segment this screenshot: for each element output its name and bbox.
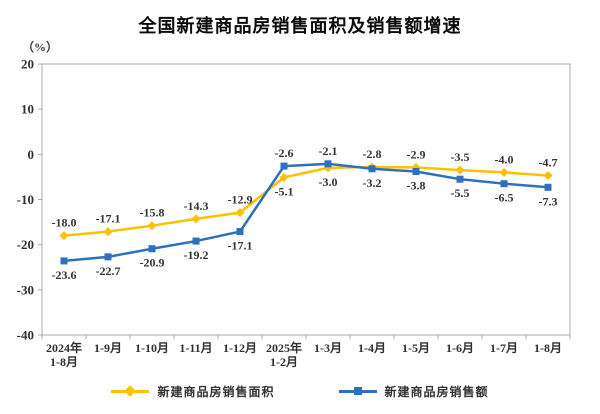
series-sales-area: -18.0 -17.1 -15.8 -14.3 -12.9 -5.1 -3.0 -2.8 -2.… xyxy=(52,147,558,241)
data-label: -17.1 xyxy=(228,239,253,253)
data-label: -18.0 xyxy=(52,216,77,230)
data-label: -23.6 xyxy=(52,268,77,282)
data-label: -4.7 xyxy=(539,156,558,170)
data-label: -19.2 xyxy=(184,248,209,262)
data-label: -4.0 xyxy=(495,152,514,166)
x-axis-category-label: 2025年 1-2月 xyxy=(266,340,302,369)
data-point-marker xyxy=(544,183,552,191)
y-axis-tick-label: 10 xyxy=(21,102,34,117)
data-point-marker xyxy=(324,160,332,168)
x-axis-category-label: 1-3月 xyxy=(314,341,342,355)
x-axis-category-label: 1-7月 xyxy=(490,341,518,355)
data-point-marker xyxy=(368,165,376,173)
data-label: -6.5 xyxy=(495,191,514,205)
data-label: -3.2 xyxy=(363,176,382,190)
data-point-marker xyxy=(147,221,157,231)
y-axis-tick-label: -10 xyxy=(17,192,34,207)
x-axis-category-label: 2024年 1-8月 xyxy=(46,340,82,369)
legend-label-sales-amount: 新建商品房销售额 xyxy=(384,385,489,399)
legend-item-sales-amount: 新建商品房销售额 xyxy=(338,383,489,400)
data-point-marker xyxy=(280,162,288,170)
legend-item-sales-area: 新建商品房销售面积 xyxy=(111,383,274,400)
data-label: -14.3 xyxy=(184,199,209,213)
data-label: -2.8 xyxy=(363,147,382,161)
data-label: -15.8 xyxy=(140,206,165,220)
y-axis-unit-label: （%） xyxy=(22,40,59,54)
data-label: -3.5 xyxy=(451,150,470,164)
legend-label-sales-area: 新建商品房销售面积 xyxy=(157,385,275,399)
x-axis-category-label: 1-8月 xyxy=(534,341,562,355)
data-point-marker xyxy=(543,171,553,181)
sales-amount-line-icon xyxy=(338,387,377,395)
data-point-marker xyxy=(191,214,201,224)
data-point-marker xyxy=(148,245,156,253)
data-point-marker xyxy=(235,208,245,218)
data-label: -17.1 xyxy=(96,212,121,226)
data-label: -3.0 xyxy=(319,175,338,189)
chart-title: 全国新建商品房销售面积及销售额增速 xyxy=(138,16,462,36)
data-label: -2.9 xyxy=(407,147,426,161)
x-axis-category-label: 1-9月 xyxy=(94,341,122,355)
x-axis-category-label: 1-4月 xyxy=(358,341,386,355)
x-axis-category-label: 1-10月 xyxy=(135,341,169,355)
data-label: -2.1 xyxy=(319,144,338,158)
series-line xyxy=(62,162,550,263)
data-label: -7.3 xyxy=(539,194,558,208)
data-point-marker xyxy=(236,228,244,236)
y-axis-tick-label: -30 xyxy=(17,282,34,297)
data-point-marker xyxy=(279,172,289,182)
data-point-marker xyxy=(104,253,112,261)
data-label: -3.8 xyxy=(407,178,426,192)
x-axis-category-label: 1-6月 xyxy=(446,341,474,355)
series-sales-amount: -23.6 -22.7 -20.9 -19.2 -17.1 -2.6 -2.1 -3.2 -3.… xyxy=(52,144,558,282)
y-axis-tick-label: 20 xyxy=(21,57,34,72)
data-label: -5.5 xyxy=(451,186,470,200)
sales-area-line-icon xyxy=(111,385,150,397)
x-axis-category-label: 1-5月 xyxy=(402,341,430,355)
y-axis-tick-label: 0 xyxy=(28,147,35,162)
data-label: -22.7 xyxy=(96,264,121,278)
data-point-marker xyxy=(500,180,508,188)
y-axis-tick-label: -40 xyxy=(17,328,34,343)
data-label: -5.1 xyxy=(275,184,294,198)
data-label: -12.9 xyxy=(228,193,253,207)
data-point-marker xyxy=(499,167,509,177)
data-label: -20.9 xyxy=(140,256,165,270)
data-point-marker xyxy=(103,227,113,237)
chart-legend: 新建商品房销售面积 新建商品房销售额 xyxy=(0,383,600,400)
data-point-marker xyxy=(455,165,465,175)
x-axis-category-label: 1-11月 xyxy=(179,341,212,355)
x-axis-category-label: 1-12月 xyxy=(223,341,257,355)
data-point-marker xyxy=(59,231,69,241)
data-point-marker xyxy=(412,167,420,175)
data-point-marker xyxy=(456,175,464,183)
y-axis-tick-label: -20 xyxy=(17,237,34,252)
x-axis: 2024年 1-8月 1-9月 1-10月 1-11月 1-12月 2025年 1-2月 1-3… xyxy=(41,335,571,369)
data-point-marker xyxy=(192,237,200,245)
y-axis: 20 10 0 -10 -20 -30 -40 xyxy=(17,57,42,343)
data-point-marker xyxy=(60,257,68,265)
data-label: -2.6 xyxy=(275,146,294,160)
plot-border xyxy=(41,63,571,336)
series-line xyxy=(62,165,550,237)
